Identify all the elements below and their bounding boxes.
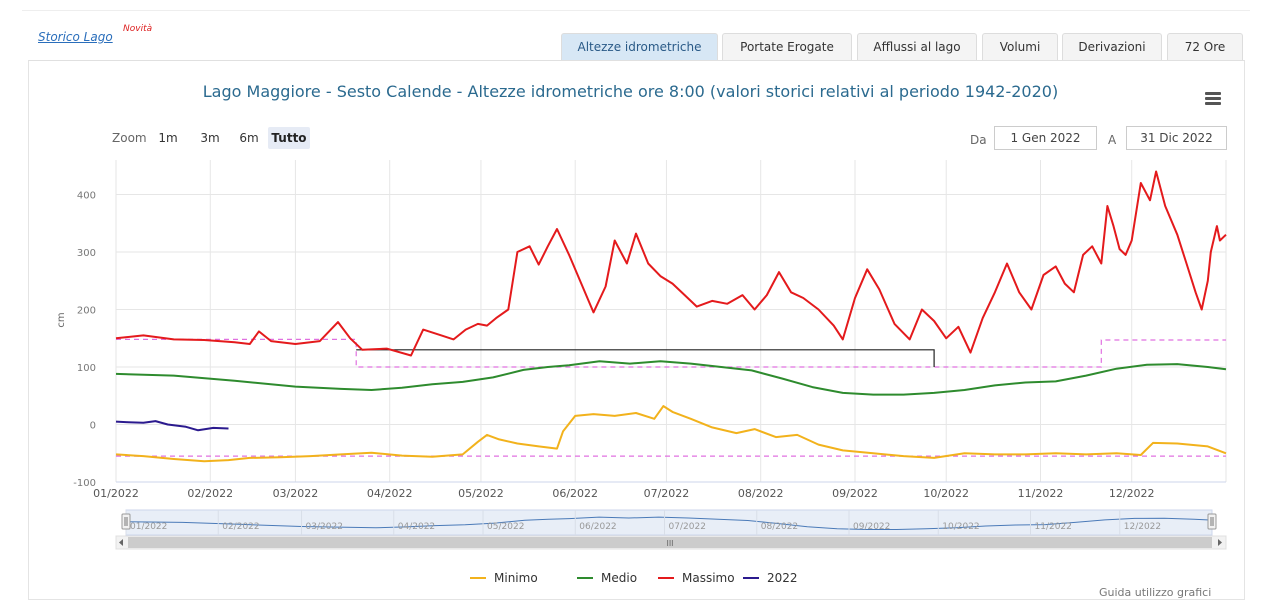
scroll-right-arrow-icon[interactable]	[1218, 539, 1222, 546]
scrollbar-grip: III	[666, 539, 673, 548]
chart-title: Lago Maggiore - Sesto Calende - Altezze …	[202, 82, 1059, 101]
x-tick-label: 01/2022	[93, 487, 139, 500]
scrollbar-thumb[interactable]	[128, 537, 1212, 548]
legend-item-massimo[interactable]: Massimo	[658, 571, 735, 585]
range-to-label: A	[1108, 133, 1117, 147]
navigator-tick-label: 08/2022	[761, 522, 798, 532]
top-divider	[22, 10, 1250, 11]
zoom-3m-button[interactable]: 3m	[200, 131, 220, 145]
x-tick-label: 06/2022	[552, 487, 598, 500]
series-line-minimo	[115, 405, 1227, 463]
guida-utilizzo-grafici-link[interactable]: Guida utilizzo grafici	[1099, 586, 1212, 599]
tab-72-ore[interactable]: 72 Ore	[1167, 33, 1243, 60]
scroll-left-arrow-icon[interactable]	[119, 539, 123, 546]
zoom-tutto-button[interactable]: Tutto	[268, 127, 310, 149]
y-tick-label: 200	[77, 306, 96, 317]
navigator-tick-label: 07/2022	[669, 522, 706, 532]
navigator[interactable]: 01/2022 02/2022 03/2022 04/2022 05/2022 06/20…	[115, 509, 1227, 550]
legend-item-medio[interactable]: Medio	[577, 571, 637, 585]
storico-lago-link[interactable]: Storico Lago	[38, 30, 113, 44]
zoom-6m-button[interactable]: 6m	[239, 131, 259, 145]
tab-afflussi-al-lago[interactable]: Afflussi al lago	[857, 33, 977, 60]
x-tick-label: 09/2022	[832, 487, 878, 500]
zoom-label: Zoom	[112, 131, 147, 145]
x-tick-label: 03/2022	[273, 487, 319, 500]
legend-item-2022[interactable]: 2022	[743, 571, 798, 585]
navigator-tick-label: 11/2022	[1035, 522, 1072, 532]
y-axis-label: cm	[56, 312, 67, 327]
novita-badge: Novità	[123, 24, 153, 34]
y-tick-label: 0	[90, 421, 96, 432]
x-tick-label: 02/2022	[187, 487, 233, 500]
y-tick-label: 100	[77, 363, 96, 374]
x-tick-label: 12/2022	[1109, 487, 1155, 500]
navigator-tick-label: 03/2022	[306, 522, 343, 532]
navigator-left-handle[interactable]	[121, 513, 131, 530]
zoom-1m-button[interactable]: 1m	[158, 131, 178, 145]
navigator-series-line	[125, 516, 1213, 530]
x-tick-label: 07/2022	[644, 487, 690, 500]
navigator-tick-label: 12/2022	[1124, 522, 1161, 532]
navigator-tick-label: 04/2022	[398, 522, 435, 532]
navigator-tick-label: 02/2022	[222, 522, 259, 532]
summer-regulation-line	[356, 349, 935, 367]
range-from-label: Da	[970, 133, 987, 147]
range-to-input[interactable]: 31 Dic 2022	[1126, 126, 1227, 150]
navigator-tick-label: 06/2022	[579, 522, 616, 532]
y-tick-label: 300	[77, 248, 96, 259]
navigator-right-handle[interactable]	[1207, 513, 1217, 530]
navigator-tick-label: 05/2022	[487, 522, 524, 532]
x-tick-label: 10/2022	[923, 487, 969, 500]
y-tick-label: 400	[77, 191, 96, 202]
series-line-medio	[115, 360, 1227, 396]
navigator-tick-label: 01/2022	[130, 522, 167, 532]
tab-altezze-idrometriche[interactable]: Altezze idrometriche	[561, 33, 718, 60]
x-tick-label: 04/2022	[367, 487, 413, 500]
x-tick-label: 05/2022	[458, 487, 504, 500]
tab-derivazioni[interactable]: Derivazioni	[1062, 33, 1162, 60]
tab-volumi[interactable]: Volumi	[982, 33, 1058, 60]
chart-panel	[28, 60, 1245, 600]
y-tick-label: -100	[73, 478, 96, 489]
hamburger-menu-icon[interactable]	[1205, 92, 1221, 106]
series-line-massimo	[115, 170, 1227, 357]
navigator-tick-label: 10/2022	[942, 522, 979, 532]
x-tick-label: 11/2022	[1018, 487, 1064, 500]
range-from-input[interactable]: 1 Gen 2022	[994, 126, 1097, 150]
chart-legend: Minimo Medio Massimo 2022	[0, 571, 1261, 587]
series-line-2022	[115, 420, 229, 432]
legend-item-minimo[interactable]: Minimo	[470, 571, 538, 585]
tab-portate-erogate[interactable]: Portate Erogate	[722, 33, 852, 60]
navigator-tick-label: 09/2022	[853, 522, 890, 532]
x-tick-label: 08/2022	[738, 487, 784, 500]
